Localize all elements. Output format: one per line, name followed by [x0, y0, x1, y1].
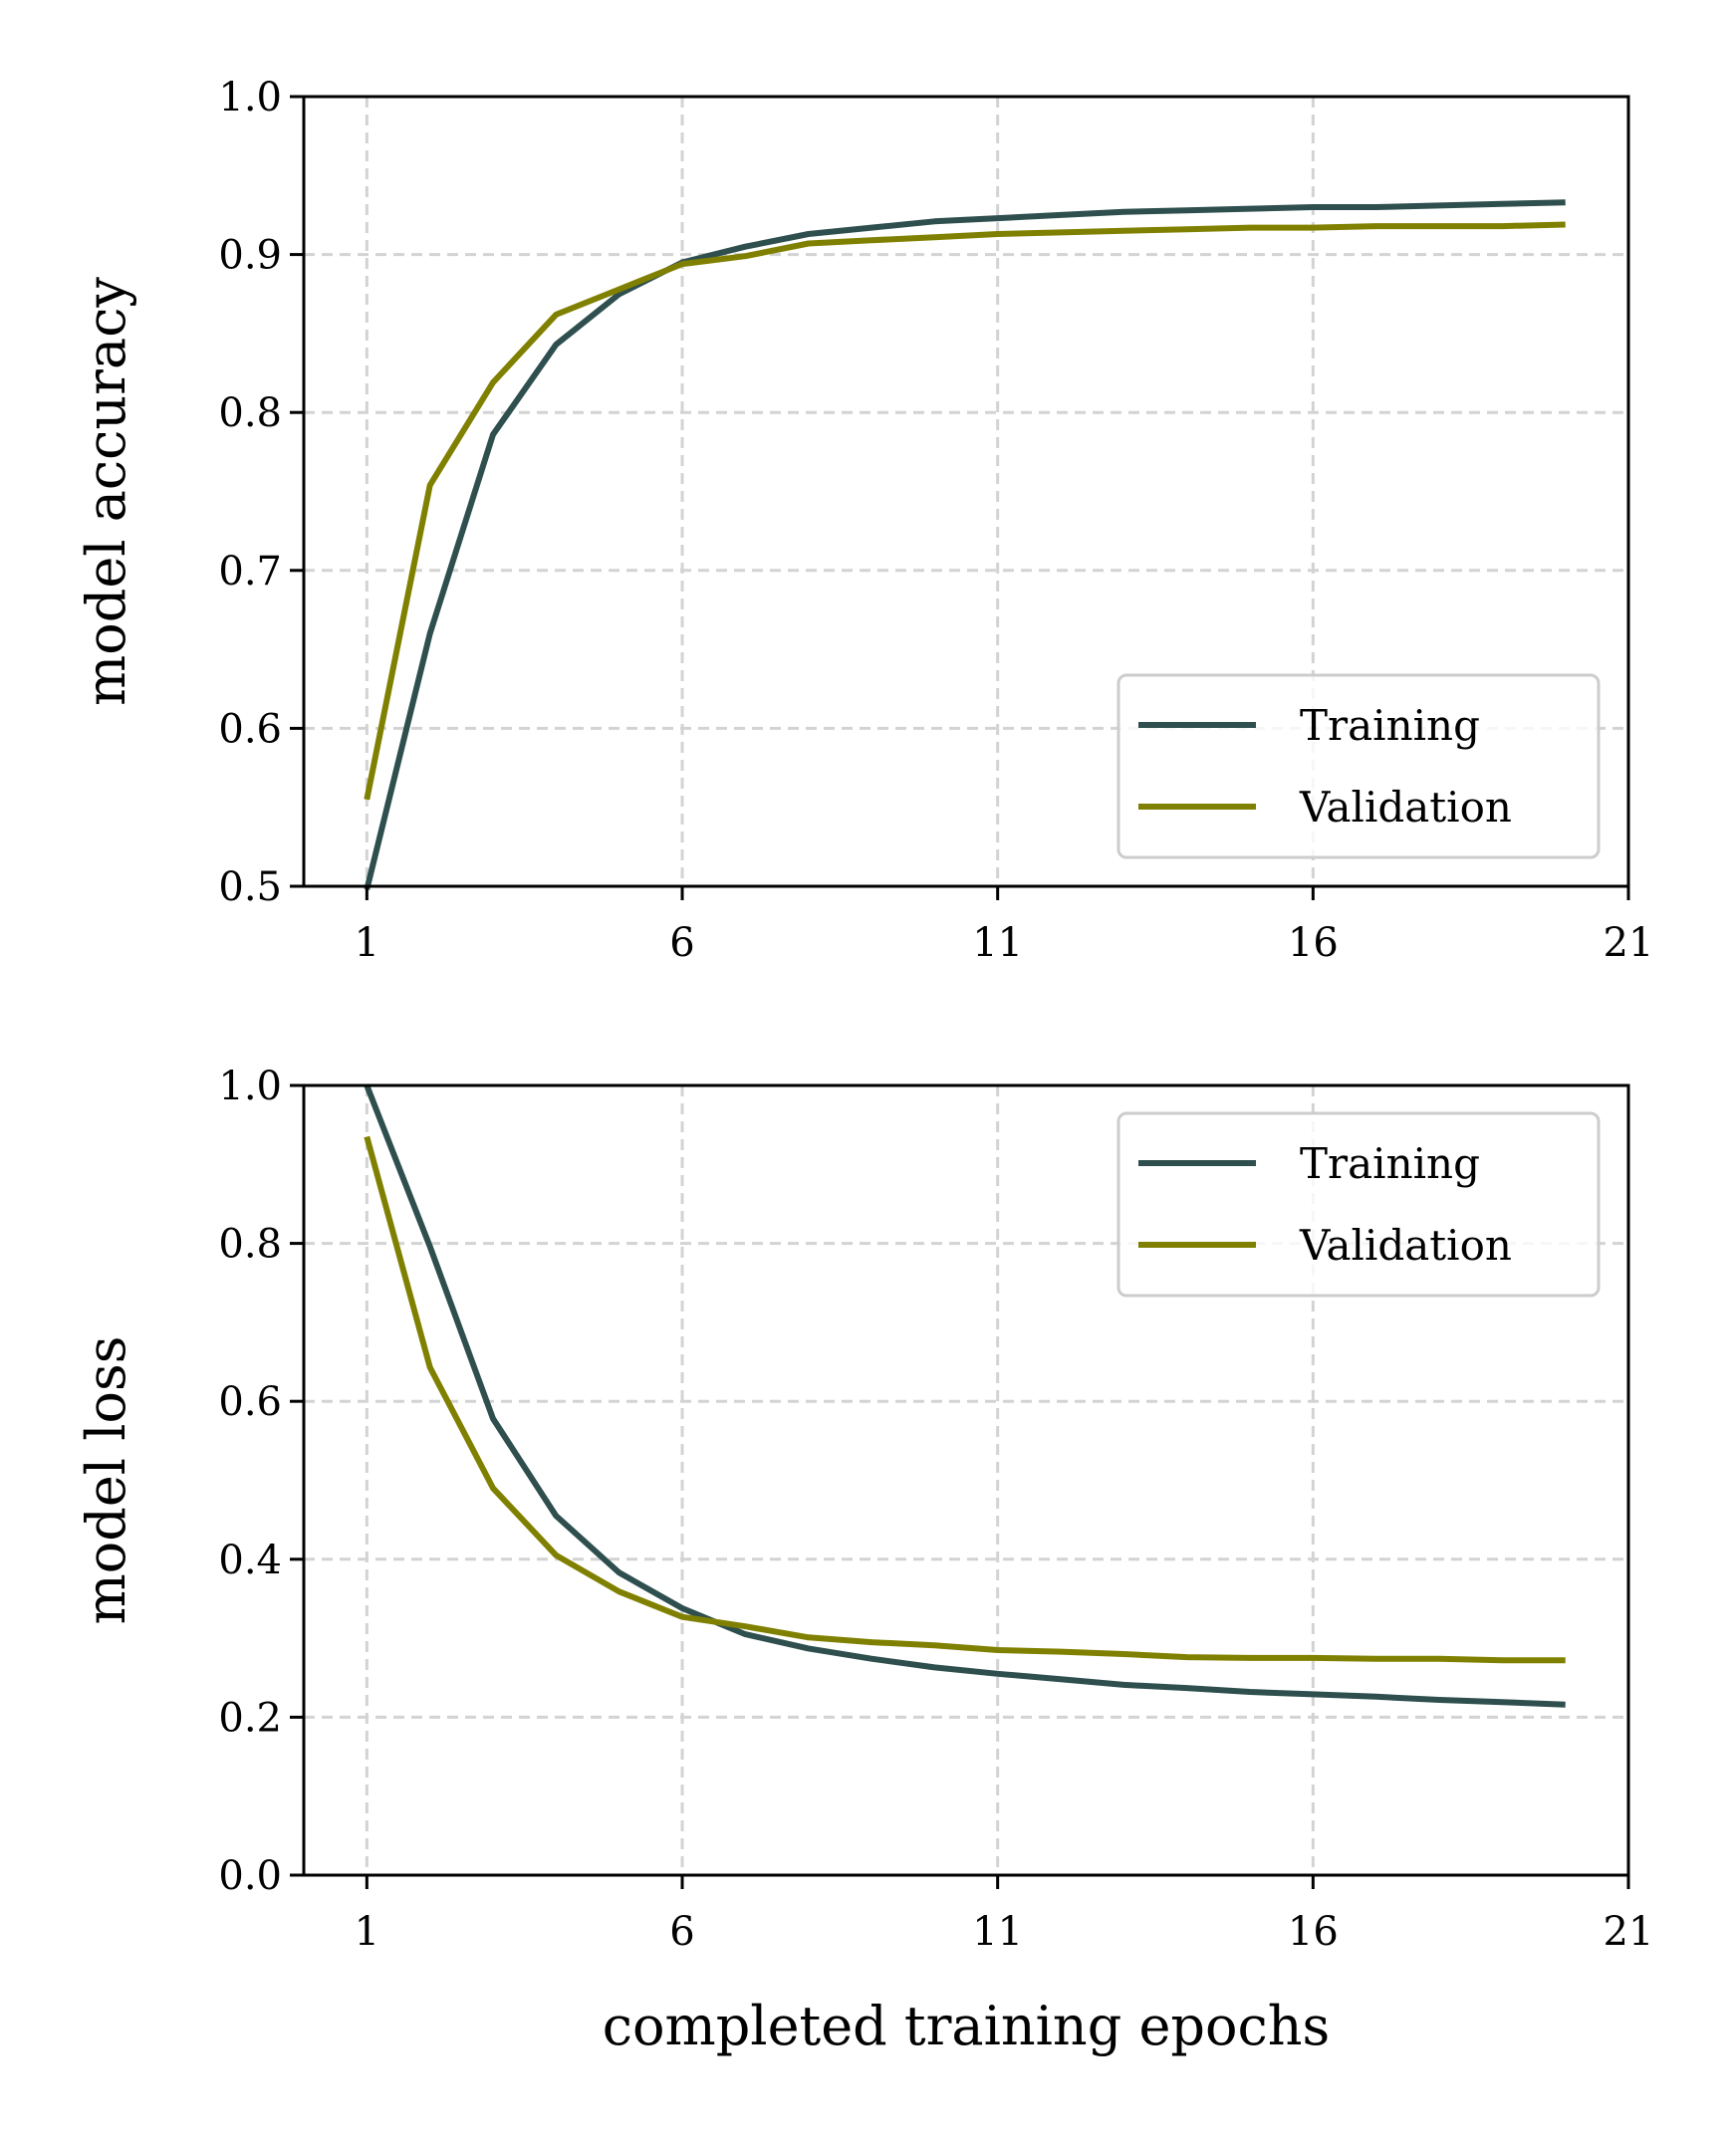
legend: Training Validation [1116, 673, 1601, 859]
legend-label-training: Training [1300, 1139, 1480, 1188]
x-tick-label: 6 [669, 920, 694, 966]
y-tick-label: 0.6 [218, 706, 282, 752]
y-axis-label: model accuracy [75, 277, 137, 706]
x-tick-label: 6 [669, 1909, 694, 1955]
axes-frame [302, 1083, 1630, 1877]
y-tick-label: 0.9 [218, 233, 282, 279]
y-tick-label: 0.0 [218, 1853, 282, 1899]
x-tick-label: 16 [1288, 920, 1339, 966]
y-tick-label: 0.7 [218, 549, 282, 595]
x-tick-label: 1 [355, 1909, 379, 1955]
legend-box [1116, 673, 1601, 859]
x-axis-label: completed training epochs [603, 1995, 1330, 2057]
series-line-training [364, 1083, 1566, 1708]
x-tick-label: 11 [972, 920, 1023, 966]
y-tick-label: 0.8 [218, 390, 282, 436]
y-tick-label: 0.2 [218, 1695, 282, 1741]
x-tick-label: 11 [972, 1909, 1023, 1955]
axes-frame [302, 95, 1630, 888]
y-axis-label: model loss [75, 1336, 137, 1625]
y-tick-label: 1.0 [218, 75, 282, 120]
legend-label-training: Training [1300, 701, 1480, 750]
legend-box [1116, 1111, 1601, 1298]
series-line-validation [364, 1135, 1566, 1664]
x-tick-label: 16 [1288, 1909, 1339, 1955]
y-tick-label: 1.0 [218, 1064, 282, 1109]
x-tick-label: 21 [1604, 1909, 1654, 1955]
y-tick-label: 0.5 [218, 864, 282, 910]
x-tick-label: 21 [1604, 920, 1654, 966]
series-line-training [364, 199, 1566, 890]
x-tick-label: 1 [355, 920, 379, 966]
legend-label-validation: Validation [1299, 783, 1512, 832]
legend: Training Validation [1116, 1111, 1601, 1298]
legend-label-validation: Validation [1299, 1221, 1512, 1270]
y-tick-label: 0.6 [218, 1379, 282, 1425]
series-line-validation [364, 221, 1566, 801]
y-tick-label: 0.4 [218, 1538, 282, 1583]
y-tick-label: 0.8 [218, 1222, 282, 1268]
